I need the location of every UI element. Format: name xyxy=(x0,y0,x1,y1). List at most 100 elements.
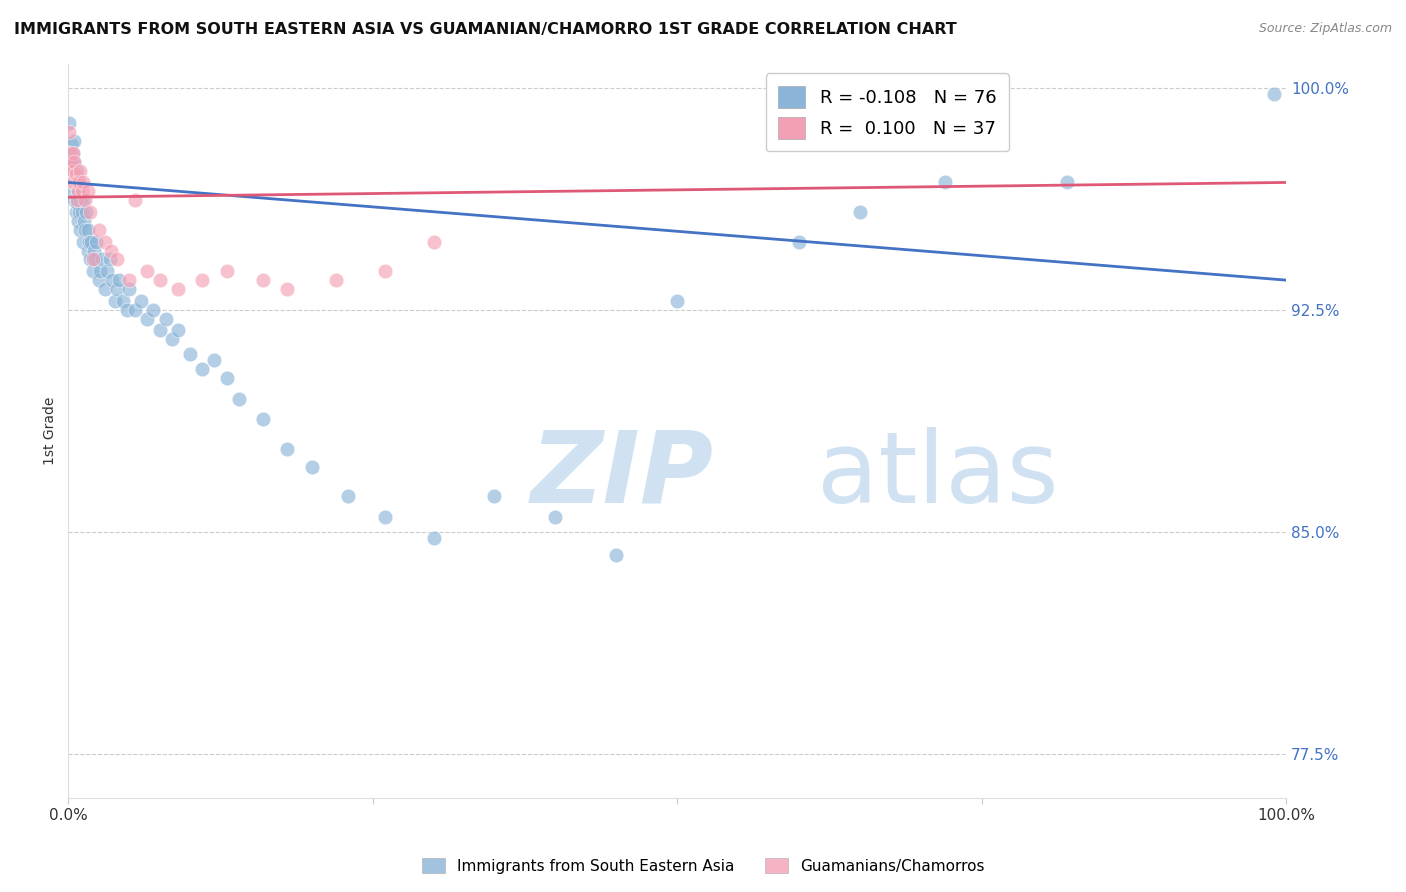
Point xyxy=(155,311,177,326)
Text: ZIP: ZIP xyxy=(531,426,714,524)
Point xyxy=(252,273,274,287)
Point xyxy=(66,196,89,211)
Point xyxy=(103,293,125,308)
Point xyxy=(66,184,89,198)
Point xyxy=(934,176,956,190)
Point xyxy=(62,163,84,178)
Point xyxy=(69,163,91,178)
Y-axis label: 1st Grade: 1st Grade xyxy=(44,397,58,466)
Point xyxy=(136,311,159,326)
Point xyxy=(63,154,86,169)
Point xyxy=(142,302,165,317)
Point xyxy=(69,193,91,207)
Point xyxy=(66,163,89,178)
Point xyxy=(215,371,238,385)
Point xyxy=(72,235,94,249)
Point xyxy=(60,163,83,178)
Point xyxy=(148,273,170,287)
Point xyxy=(60,163,83,178)
Point xyxy=(76,184,98,198)
Point xyxy=(544,509,567,524)
Point xyxy=(191,362,214,376)
Point xyxy=(1263,87,1285,101)
Point xyxy=(105,252,128,267)
Point xyxy=(72,193,94,207)
Point xyxy=(66,176,89,190)
Point xyxy=(374,264,396,278)
Point xyxy=(202,353,225,368)
Point xyxy=(75,193,97,207)
Point xyxy=(82,264,104,278)
Point xyxy=(76,223,98,237)
Point xyxy=(83,244,105,258)
Point xyxy=(484,489,506,503)
Point xyxy=(325,273,347,287)
Text: IMMIGRANTS FROM SOUTH EASTERN ASIA VS GUAMANIAN/CHAMORRO 1ST GRADE CORRELATION C: IMMIGRANTS FROM SOUTH EASTERN ASIA VS GU… xyxy=(14,22,957,37)
Point xyxy=(63,193,86,207)
Point xyxy=(70,184,93,198)
Point xyxy=(160,332,183,346)
Point xyxy=(62,145,84,160)
Point xyxy=(60,176,83,190)
Point xyxy=(129,293,152,308)
Point xyxy=(69,223,91,237)
Point xyxy=(94,282,117,296)
Point xyxy=(191,273,214,287)
Point xyxy=(228,392,250,406)
Point xyxy=(136,264,159,278)
Legend: R = -0.108   N = 76, R =  0.100   N = 37: R = -0.108 N = 76, R = 0.100 N = 37 xyxy=(766,73,1010,152)
Point xyxy=(59,136,82,151)
Point xyxy=(148,323,170,337)
Point xyxy=(82,252,104,267)
Point xyxy=(65,176,87,190)
Point xyxy=(422,235,444,249)
Point xyxy=(179,347,201,361)
Point xyxy=(848,205,870,219)
Point xyxy=(87,273,110,287)
Point xyxy=(66,193,89,207)
Point xyxy=(63,134,86,148)
Point xyxy=(59,145,82,160)
Point xyxy=(98,252,121,267)
Point xyxy=(124,193,146,207)
Point xyxy=(77,235,100,249)
Point xyxy=(72,176,94,190)
Point xyxy=(215,264,238,278)
Point xyxy=(75,223,97,237)
Point xyxy=(105,282,128,296)
Point xyxy=(112,293,135,308)
Text: atlas: atlas xyxy=(817,426,1059,524)
Legend: Immigrants from South Eastern Asia, Guamanians/Chamorros: Immigrants from South Eastern Asia, Guam… xyxy=(416,852,990,880)
Point xyxy=(374,509,396,524)
Point xyxy=(301,459,323,474)
Point xyxy=(63,176,86,190)
Point xyxy=(101,273,124,287)
Point xyxy=(422,531,444,545)
Point xyxy=(62,184,84,198)
Point xyxy=(118,282,141,296)
Point xyxy=(67,176,90,190)
Point xyxy=(91,252,114,267)
Point xyxy=(63,154,86,169)
Point xyxy=(666,293,689,308)
Point xyxy=(73,214,96,228)
Text: Source: ZipAtlas.com: Source: ZipAtlas.com xyxy=(1258,22,1392,36)
Point xyxy=(94,235,117,249)
Point xyxy=(1056,176,1078,190)
Point xyxy=(60,176,83,190)
Point xyxy=(276,442,298,456)
Point xyxy=(787,235,810,249)
Point xyxy=(118,273,141,287)
Point xyxy=(67,176,90,190)
Point xyxy=(96,264,118,278)
Point xyxy=(65,167,87,181)
Point xyxy=(59,154,82,169)
Point xyxy=(70,205,93,219)
Point xyxy=(65,205,87,219)
Point xyxy=(84,235,107,249)
Point xyxy=(124,302,146,317)
Point xyxy=(80,235,103,249)
Point xyxy=(79,252,101,267)
Point xyxy=(67,205,90,219)
Point xyxy=(276,282,298,296)
